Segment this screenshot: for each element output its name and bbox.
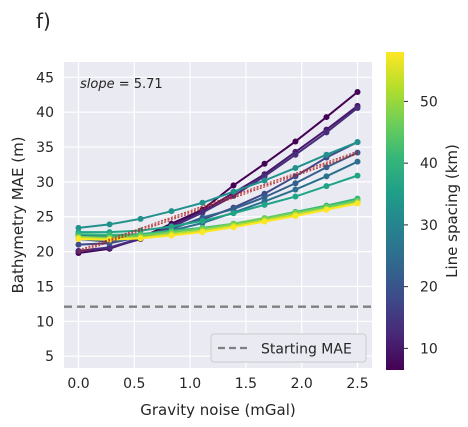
data-point	[168, 223, 175, 230]
data-point	[75, 241, 82, 248]
slope-value: = 5.71	[115, 77, 163, 92]
data-point	[323, 164, 330, 171]
data-point	[168, 208, 175, 215]
fit-lines	[78, 150, 358, 254]
colorbar-tick-label: 30	[420, 218, 438, 234]
y-tick-label: 10	[36, 314, 54, 330]
data-point	[261, 173, 268, 180]
data-point	[106, 244, 113, 251]
data-point	[323, 114, 330, 121]
data-point	[137, 235, 144, 242]
data-point	[199, 199, 206, 206]
data-point	[292, 180, 299, 187]
series-line	[78, 174, 358, 234]
data-point	[292, 164, 299, 171]
data-point	[323, 151, 330, 158]
data-point	[292, 186, 299, 193]
data-point	[199, 229, 206, 236]
data-point	[261, 160, 268, 167]
y-tick-label: 35	[36, 140, 54, 156]
y-tick-label: 40	[36, 105, 54, 121]
colorbar: 10 20 30 40 50 Line spacing (km)	[386, 52, 461, 370]
data-point	[354, 88, 361, 95]
legend: Starting MAE	[210, 333, 367, 363]
y-tick-label: 30	[36, 175, 54, 191]
data-point	[106, 221, 113, 228]
colorbar-label: Line spacing (km)	[443, 144, 461, 278]
data-point	[261, 201, 268, 208]
data-point	[323, 206, 330, 213]
data-point	[106, 236, 113, 243]
data-point	[323, 173, 330, 180]
x-tick-label: 1.5	[235, 376, 257, 392]
data-point	[292, 151, 299, 158]
y-tick-label: 25	[36, 210, 54, 226]
x-tick-label: 0.5	[123, 376, 145, 392]
colorbar-tick-label: 50	[420, 94, 438, 110]
series-line	[78, 107, 359, 252]
data-point	[261, 218, 268, 225]
data-point	[75, 236, 82, 243]
data-point	[230, 210, 237, 217]
fit-line	[78, 150, 358, 251]
series-line	[78, 202, 358, 241]
series-30km	[75, 139, 361, 231]
data-point	[199, 209, 206, 216]
slope-annotation: slope = 5.71	[80, 77, 163, 92]
y-axis-label: Bathymetry MAE (m)	[9, 136, 27, 293]
y-tick-label: 5	[45, 349, 54, 365]
data-point	[292, 138, 299, 145]
data-point	[354, 158, 361, 165]
y-tick-labels: 5 10 15 20 25 30 35 40 45	[36, 70, 54, 365]
x-tick-label: 0.0	[67, 376, 89, 392]
legend-label: Starting MAE	[261, 342, 352, 358]
data-point	[354, 200, 361, 207]
colorbar-tick-label: 10	[420, 341, 438, 357]
data-point	[292, 213, 299, 220]
plot-background	[64, 62, 372, 368]
colorbar-tick-label: 20	[420, 280, 438, 296]
x-tick-labels: 0.0 0.5 1.0 1.5 2.0 2.5	[67, 376, 368, 392]
data-point	[323, 183, 330, 190]
data-point	[261, 177, 268, 184]
x-tick-label: 2.5	[346, 376, 368, 392]
data-point	[230, 224, 237, 231]
data-point	[230, 182, 237, 189]
data-point	[75, 247, 82, 254]
slope-symbol: slope	[80, 77, 115, 92]
x-tick-label: 1.0	[179, 376, 201, 392]
colorbar-tick-label: 40	[420, 156, 438, 172]
y-tick-label: 45	[36, 70, 54, 86]
colorbar-ticks: 10 20 30 40 50	[404, 94, 438, 357]
data-point	[75, 224, 82, 231]
y-tick-label: 20	[36, 245, 54, 261]
data-point	[261, 194, 268, 201]
data-point	[168, 232, 175, 239]
fit-line	[78, 153, 358, 254]
data-point	[354, 139, 361, 146]
x-axis-label: Gravity noise (mGal)	[140, 401, 296, 419]
series-line	[78, 141, 358, 229]
x-tick-label: 2.0	[291, 376, 313, 392]
y-tick-label: 15	[36, 279, 54, 295]
data-point	[199, 217, 206, 224]
plot-area: 0.0 0.5 1.0 1.5 2.0 2.5 5 10 15 20 25 30 35 40 45 slo…	[36, 62, 372, 392]
data-point	[292, 193, 299, 200]
data-point	[137, 215, 144, 222]
series-57km	[75, 200, 361, 243]
data-point	[354, 105, 361, 112]
colorbar-gradient	[386, 52, 404, 370]
data-point	[230, 188, 237, 195]
data-point	[354, 172, 361, 179]
legend-box	[210, 333, 367, 363]
fit-line	[78, 152, 358, 253]
data-point	[323, 129, 330, 136]
panel-label: f)	[36, 9, 51, 33]
